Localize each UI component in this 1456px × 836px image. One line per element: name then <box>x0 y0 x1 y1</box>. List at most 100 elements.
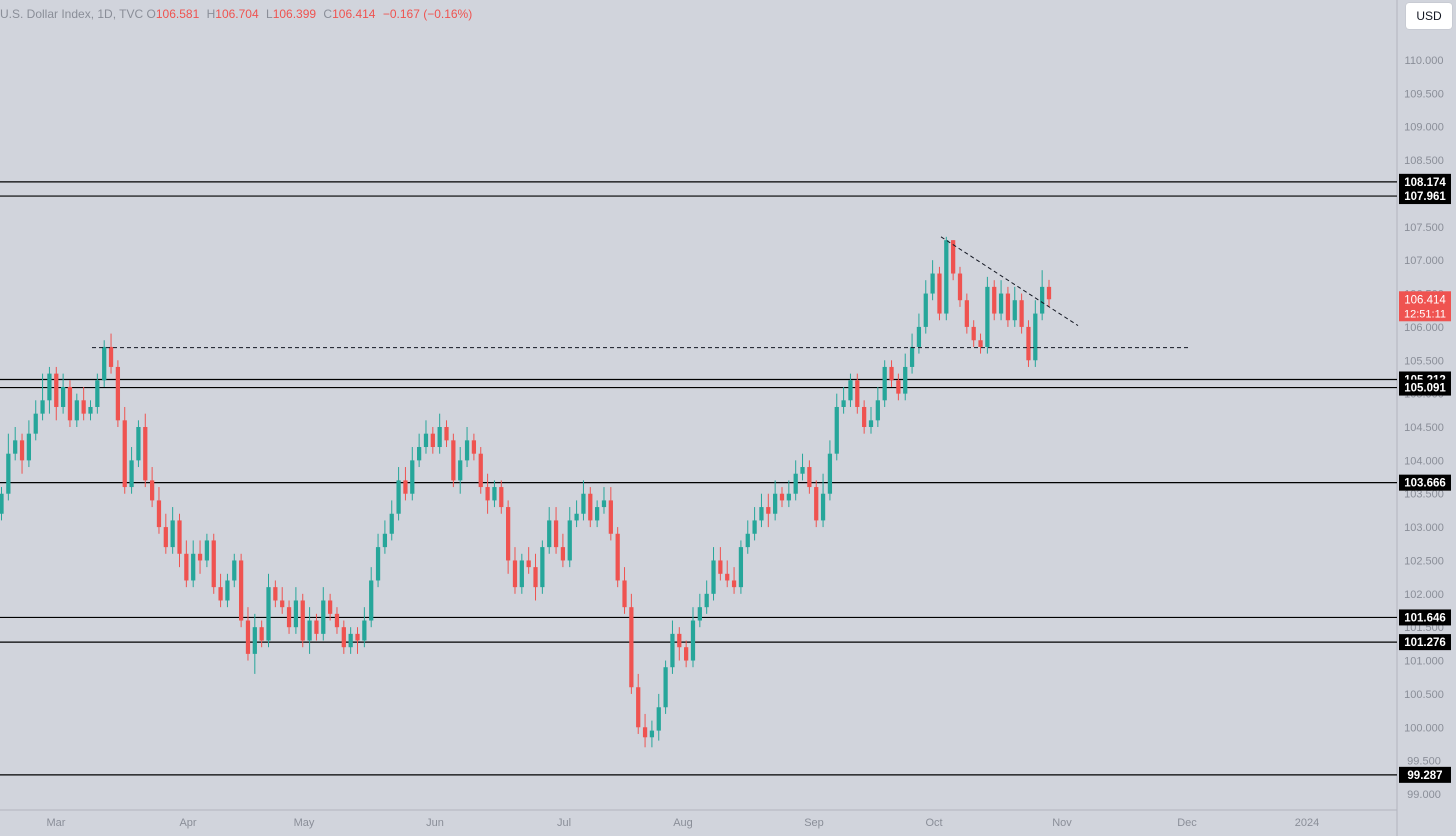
candle-body <box>204 540 210 561</box>
level-label-box <box>1399 173 1451 190</box>
candle-body <box>266 587 271 641</box>
candle-body <box>581 493 586 514</box>
candle-body <box>177 520 182 554</box>
candle-body <box>1046 286 1052 300</box>
price-tick-label: 109.500 <box>1404 88 1444 100</box>
candle-body <box>896 380 901 394</box>
time-tick-label: Dec <box>1177 817 1197 829</box>
candle-body <box>60 386 66 407</box>
candle-body <box>526 560 531 568</box>
candle-body <box>197 553 203 561</box>
candle-body <box>656 707 661 731</box>
candle-body <box>410 460 415 494</box>
candle-body <box>841 400 846 407</box>
candle-body <box>430 433 435 448</box>
candle-body <box>506 507 511 561</box>
candle-body <box>499 487 504 508</box>
time-tick-label: Sep <box>804 817 824 829</box>
candle-body <box>1005 293 1011 321</box>
candle-body <box>95 380 100 407</box>
candle-body <box>834 406 839 454</box>
candle-body <box>978 340 983 347</box>
symbol-legend: U.S. Dollar Index, 1D, TVC O106.581 H106… <box>0 7 476 21</box>
candle-body <box>1040 286 1045 314</box>
legend-change: −0.167 (−0.16%) <box>382 7 473 21</box>
price-tick-label: 107.500 <box>1404 222 1444 234</box>
candle-body <box>81 400 86 414</box>
level-labels: 108.174107.961105.212105.091103.666101.6… <box>1399 173 1451 783</box>
candle-body <box>588 493 593 521</box>
candle-body <box>403 480 408 494</box>
candle-body <box>471 440 477 454</box>
candle-body <box>13 440 18 454</box>
candle-body <box>998 293 1004 314</box>
candle-body <box>595 507 600 521</box>
candle-body <box>636 687 641 728</box>
legend-low: 106.399 <box>272 7 317 21</box>
candle-body <box>300 600 305 641</box>
candle-body <box>725 573 730 581</box>
candle-body <box>759 507 764 521</box>
candle-body <box>827 453 833 494</box>
price-tick-label: 102.500 <box>1404 555 1444 567</box>
candle-body <box>848 380 853 401</box>
candle-body <box>444 427 449 441</box>
candle-body <box>862 406 867 427</box>
candle-body <box>615 533 620 581</box>
candle-body <box>642 727 648 738</box>
candle-body <box>232 560 237 581</box>
countdown-label: 12:51:11 <box>1404 308 1446 320</box>
candle-body <box>752 520 757 534</box>
candle-body <box>348 633 353 648</box>
candle-body <box>102 346 107 381</box>
candle-body <box>396 480 401 514</box>
candle-body <box>964 300 969 327</box>
candle-body <box>218 587 223 601</box>
currency-button[interactable]: USD <box>1406 3 1452 29</box>
candle-body <box>136 427 141 461</box>
candle-body <box>738 547 744 588</box>
candle-body <box>957 273 963 301</box>
candle-body <box>889 366 894 381</box>
candle-body <box>793 473 798 494</box>
time-tick-label: May <box>294 817 315 829</box>
candle-body <box>601 500 607 508</box>
candle-body <box>314 620 319 634</box>
price-axis[interactable]: 99.00099.500100.000100.500101.000101.500… <box>1404 55 1444 801</box>
price-tick-label: 106.000 <box>1404 322 1444 334</box>
candle-body <box>334 613 340 628</box>
price-tick-label: 107.000 <box>1404 255 1444 267</box>
price-tick-label: 108.500 <box>1404 155 1444 167</box>
candle-body <box>718 560 723 574</box>
candle-body <box>547 520 552 548</box>
time-tick-label: 2024 <box>1295 817 1319 829</box>
candle-body <box>259 627 264 641</box>
time-axis[interactable]: Mar Apr May Jun Jul Aug Sep Oct Nov Dec 2024 <box>47 817 1320 829</box>
candle-body <box>149 480 155 501</box>
candle-body <box>786 493 791 501</box>
candle-body <box>930 273 935 294</box>
candle-body <box>868 420 874 427</box>
price-tick-label: 104.000 <box>1404 455 1444 467</box>
candle-body <box>820 493 826 521</box>
time-tick-label: Oct <box>925 817 942 829</box>
candle-body <box>382 533 388 548</box>
candle-body <box>375 547 381 581</box>
level-label: 101.646 <box>1404 612 1446 624</box>
candle-body <box>875 400 880 421</box>
candle-body <box>944 240 949 314</box>
candle-body <box>245 620 251 654</box>
candle-body <box>184 553 189 581</box>
candle-body <box>485 487 490 501</box>
candle-body <box>341 627 346 648</box>
candle-body <box>909 346 915 367</box>
plot-area[interactable] <box>0 0 1397 810</box>
levels-layer <box>0 181 1397 776</box>
legend-symbol[interactable]: U.S. Dollar Index, 1D, TVC <box>0 7 144 21</box>
candles-layer <box>0 236 1052 748</box>
candle-body <box>54 373 59 407</box>
candle-body <box>533 567 538 588</box>
candle-body <box>355 633 360 641</box>
price-tick-label: 100.000 <box>1404 722 1444 734</box>
